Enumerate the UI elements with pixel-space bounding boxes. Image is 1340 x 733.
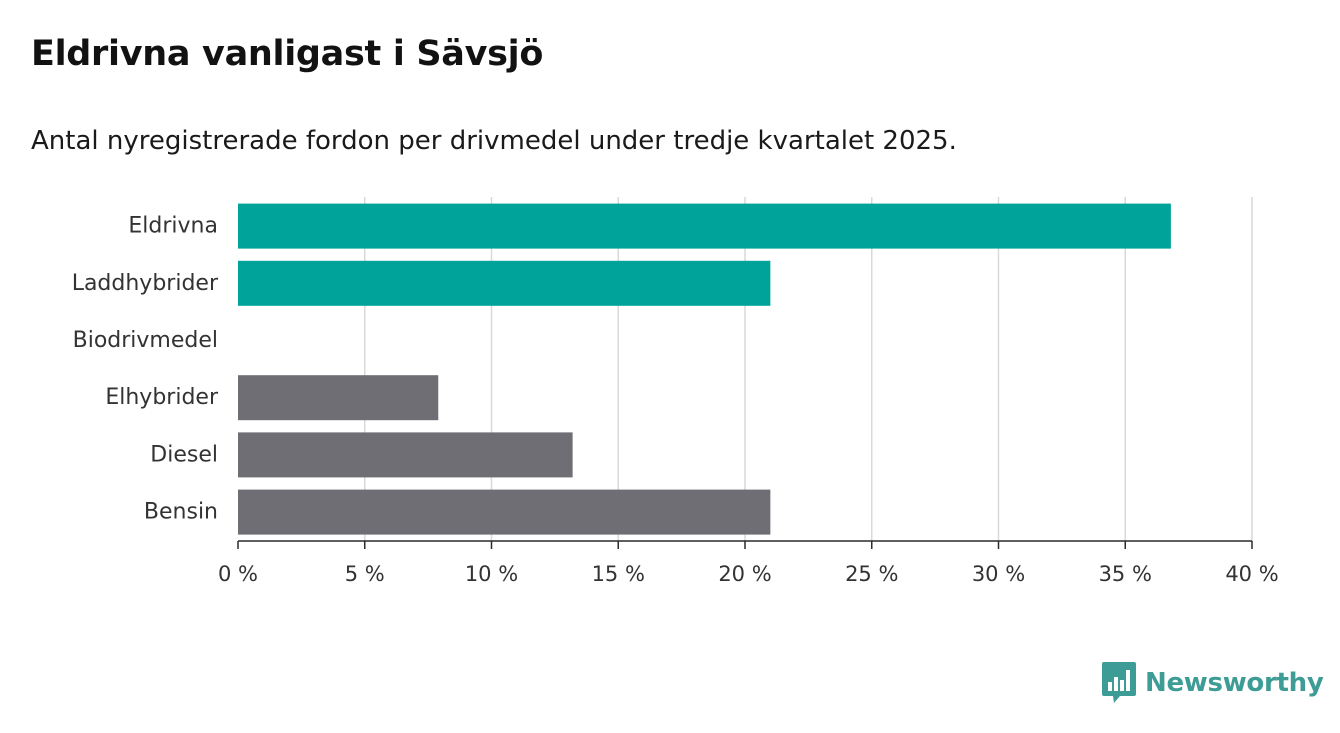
bars [238, 203, 1171, 535]
bar-laddhybrider [238, 260, 771, 306]
category-labels: Eldrivna Laddhybrider Biodrivmedel Elhybrid… [72, 214, 219, 525]
category-label-laddhybrider: Laddhybrider [72, 271, 219, 296]
chart-subtitle: Antal nyregistrerade fordon per drivmede… [31, 126, 957, 156]
x-tick-label-25: 25 % [845, 562, 898, 586]
chart-title: Eldrivna vanligast i Sävsjö [31, 34, 544, 74]
newsworthy-logo: Newsworthy [1102, 662, 1324, 704]
category-label-diesel: Diesel [150, 442, 218, 467]
category-label-biodrivmedel: Biodrivmedel [73, 328, 218, 353]
bar-eldrivna [238, 203, 1171, 249]
x-tick-label-10: 10 % [465, 562, 518, 586]
x-tick-label-35: 35 % [1099, 562, 1152, 586]
bar-diesel [238, 432, 573, 478]
x-tick-label-5: 5 % [345, 562, 385, 586]
bar-bensin [238, 489, 771, 535]
x-axis: 0 % 5 % 10 % 15 % 20 % 25 % 30 % 35 % 40 % [218, 540, 1279, 586]
category-label-eldrivna: Eldrivna [128, 214, 218, 239]
x-tick-label-0: 0 % [218, 562, 258, 586]
category-label-elhybrider: Elhybrider [105, 385, 219, 410]
x-tick-label-20: 20 % [718, 562, 771, 586]
x-tick-label-40: 40 % [1225, 562, 1278, 586]
x-tick-label-15: 15 % [592, 562, 645, 586]
x-tick-label-30: 30 % [972, 562, 1025, 586]
brand-name: Newsworthy [1145, 668, 1324, 698]
category-label-bensin: Bensin [144, 500, 218, 525]
newsworthy-chart-icon [1102, 662, 1136, 703]
bar-elhybrider [238, 375, 439, 421]
grid-lines [364, 197, 1253, 541]
